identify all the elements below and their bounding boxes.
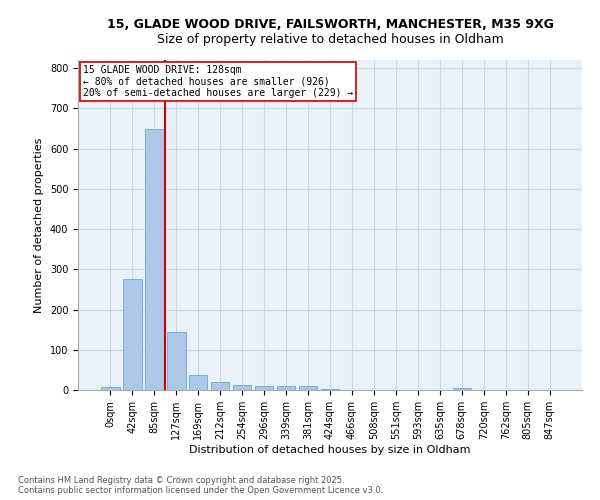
- Bar: [277, 386, 295, 390]
- Bar: [320, 389, 340, 390]
- Bar: [452, 388, 471, 390]
- Bar: [145, 129, 164, 390]
- Text: Contains HM Land Registry data © Crown copyright and database right 2025.
Contai: Contains HM Land Registry data © Crown c…: [18, 476, 383, 495]
- Bar: [299, 386, 317, 390]
- Bar: [101, 387, 119, 390]
- Bar: [233, 385, 251, 390]
- Bar: [255, 386, 274, 390]
- Bar: [123, 280, 142, 390]
- Y-axis label: Number of detached properties: Number of detached properties: [34, 138, 44, 312]
- Text: 15 GLADE WOOD DRIVE: 128sqm
← 80% of detached houses are smaller (926)
20% of se: 15 GLADE WOOD DRIVE: 128sqm ← 80% of det…: [83, 65, 353, 98]
- X-axis label: Distribution of detached houses by size in Oldham: Distribution of detached houses by size …: [189, 444, 471, 454]
- Text: Size of property relative to detached houses in Oldham: Size of property relative to detached ho…: [157, 32, 503, 46]
- Bar: [167, 332, 185, 390]
- Bar: [189, 374, 208, 390]
- Bar: [211, 382, 229, 390]
- Text: 15, GLADE WOOD DRIVE, FAILSWORTH, MANCHESTER, M35 9XG: 15, GLADE WOOD DRIVE, FAILSWORTH, MANCHE…: [107, 18, 553, 30]
